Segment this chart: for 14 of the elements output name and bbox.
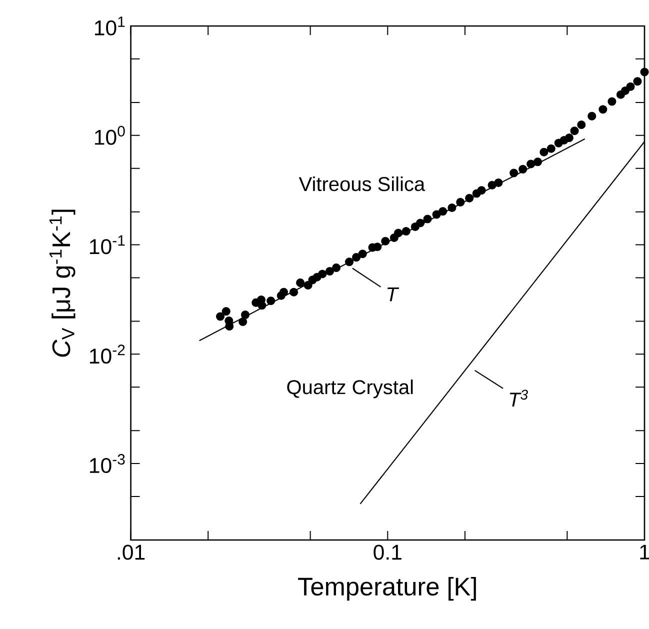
- x-tick-label: .01: [118, 544, 145, 560]
- text: T: [387, 287, 400, 302]
- y-axis-title: C$_{V}$ [μJ g$^{-1}$K$^{-1}$]: [49, 210, 76, 357]
- x-tick-label: 1: [640, 544, 649, 560]
- y-tick-label: 10$^{0}$: [95, 126, 125, 145]
- y-tick-label: 10$^{1}$: [95, 16, 125, 36]
- x-axis-title: Temperature [K]: [298, 576, 476, 601]
- annotation: Quartz Crystal: [287, 380, 413, 398]
- x-tick-label: 0.1: [374, 544, 402, 560]
- annotation: Vitreous Silica: [298, 176, 426, 192]
- y-tick-label: 10$^{-1}$: [90, 235, 125, 254]
- text: T$^{3}$: [510, 390, 528, 407]
- y-tick-label: 10$^{-2}$: [90, 344, 125, 364]
- y-tick-label: 10$^{-3}$: [90, 454, 125, 474]
